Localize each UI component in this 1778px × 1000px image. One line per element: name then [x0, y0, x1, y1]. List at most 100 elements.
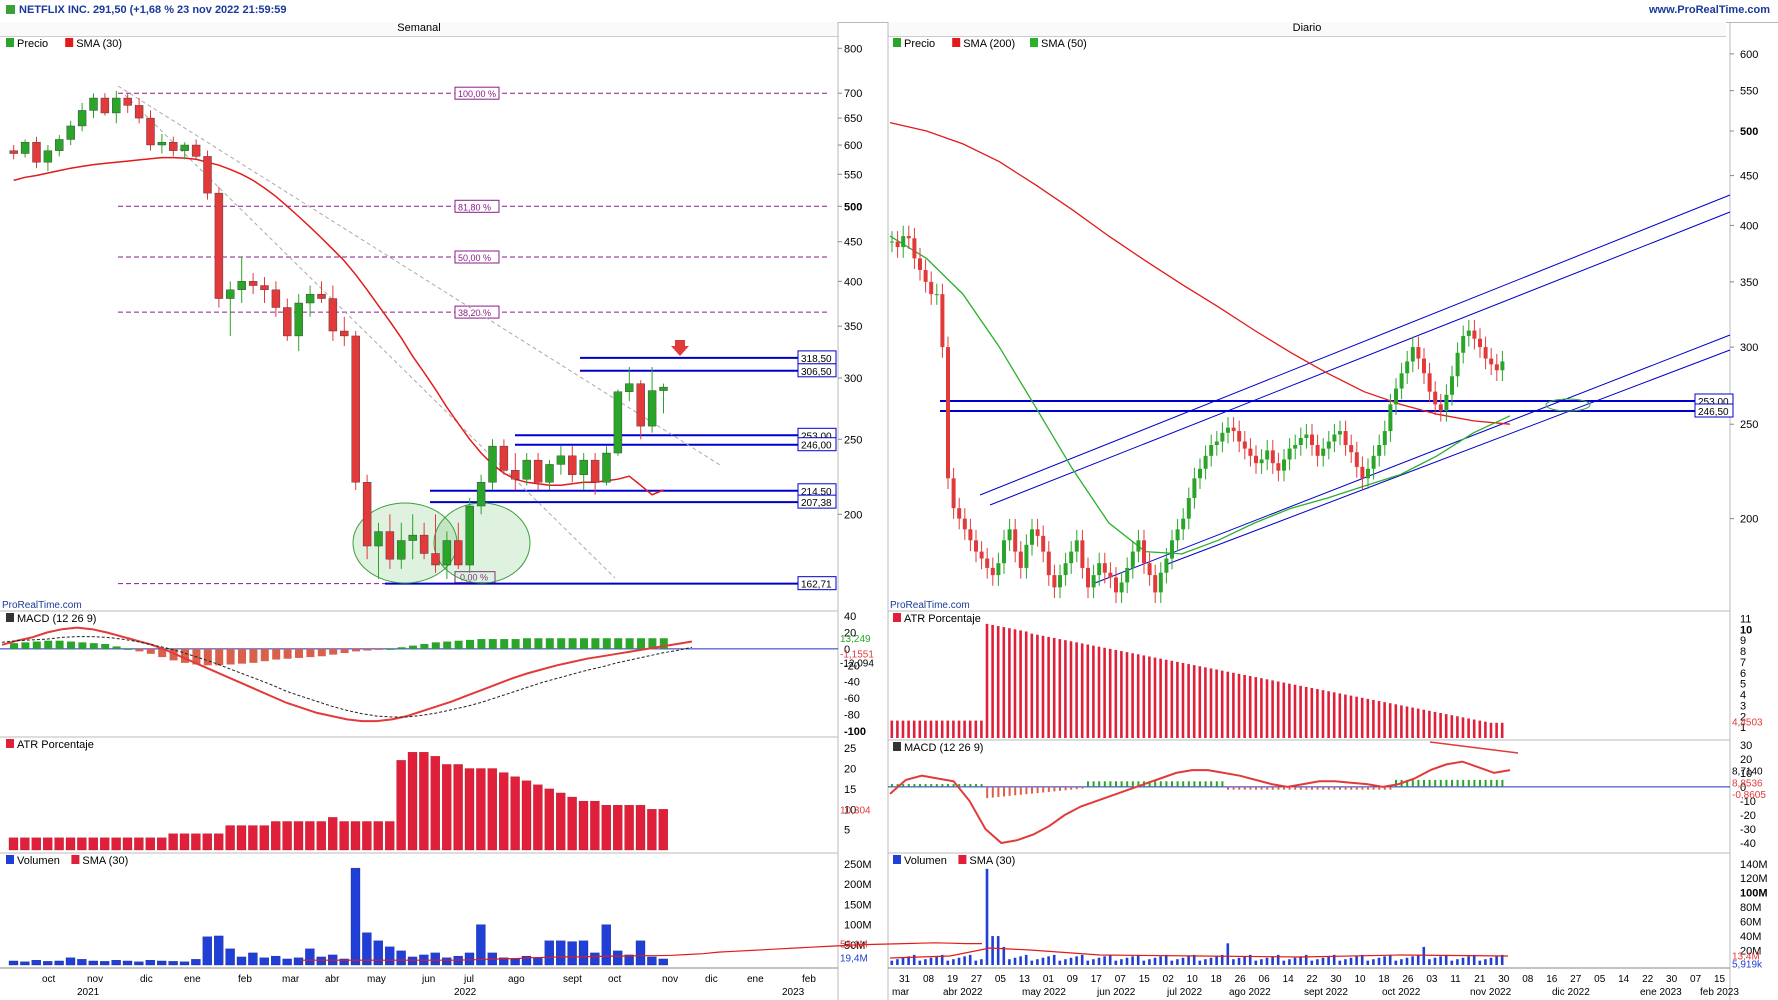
- macd-hist-bar: [919, 784, 921, 787]
- candle-body: [77, 110, 87, 127]
- candle-body: [317, 293, 326, 299]
- macd-hist-bar: [1299, 786, 1302, 790]
- candle-body: [1338, 431, 1342, 435]
- macd-hist-bar: [1288, 786, 1291, 790]
- candle-body: [1130, 551, 1135, 568]
- right-macd-tick: 30: [1740, 740, 1752, 752]
- fib-label-box: [454, 305, 500, 319]
- candle-body: [1483, 347, 1488, 359]
- volume-bar: [1349, 957, 1353, 965]
- left-atr-panel: ATR Porcentaje 25 20 15 10 5 10,304: [6, 739, 871, 851]
- volume-bar: [214, 935, 224, 966]
- atr-bar: [259, 825, 269, 851]
- candle-body: [1242, 441, 1247, 449]
- atr-bar: [134, 837, 144, 851]
- macd-hist-bar: [67, 641, 75, 649]
- volume-bar: [1433, 957, 1437, 965]
- volume-bar: [442, 957, 452, 966]
- macd-hist-bar: [1367, 786, 1369, 790]
- volume-bar: [533, 957, 543, 966]
- left-legend-label: SMA (30): [76, 38, 122, 50]
- atr-bar: [521, 780, 532, 851]
- macd-hist-bar: [340, 648, 349, 653]
- price-level-box: [1694, 403, 1734, 418]
- divergence-line: [1429, 741, 1519, 754]
- atr-bar: [419, 752, 429, 851]
- macd-hist-bar: [443, 641, 452, 649]
- macd-value-label: 8,8536: [1732, 779, 1763, 790]
- right-x-month-label: may 2022: [1022, 987, 1066, 998]
- candle-body: [180, 144, 189, 151]
- macd-hist-bar: [1266, 786, 1269, 790]
- atr-bar: [8, 837, 19, 851]
- macd-hist-bar: [1456, 779, 1459, 787]
- macd-hist-bar: [1210, 781, 1213, 787]
- candle-body: [1304, 434, 1309, 438]
- site-link[interactable]: www.ProRealTime.com: [1648, 4, 1770, 16]
- atr-bar: [1372, 699, 1375, 738]
- left-x-label: may: [367, 974, 386, 985]
- macd-hist-bar: [1087, 781, 1089, 787]
- left-watermark: ProRealTime.com: [2, 600, 82, 611]
- atr-bar: [1416, 708, 1420, 738]
- atr-bar: [1170, 660, 1174, 738]
- volume-bar: [1388, 954, 1392, 965]
- right-macd-legend-swatch: [893, 742, 901, 751]
- macd-hist-bar: [329, 648, 338, 655]
- chart-icon: [6, 5, 15, 14]
- atr-bar: [1484, 721, 1487, 738]
- candle-body: [533, 459, 543, 483]
- macd-hist-bar: [1501, 779, 1504, 787]
- atr-bar: [991, 624, 994, 738]
- right-legend-swatch: [1030, 38, 1038, 47]
- right-x-day-label: 13: [1019, 974, 1031, 985]
- atr-bar: [1260, 678, 1263, 738]
- volume-bar: [1282, 960, 1286, 965]
- fib-label: 81,80 %: [458, 202, 491, 212]
- right-x-month-label: dic 2022: [1552, 987, 1590, 998]
- right-x-day-label: 17: [1091, 974, 1103, 985]
- macd-hist-bar: [1479, 779, 1481, 787]
- atr-bar: [1248, 676, 1252, 738]
- macd-hist-bar: [975, 784, 977, 787]
- macd-hist-bar: [1406, 779, 1409, 787]
- volume-bar: [396, 950, 406, 966]
- candle-body: [55, 139, 64, 151]
- right-vol-tick: 80M: [1740, 902, 1761, 914]
- candle-body: [1164, 558, 1169, 573]
- volume-bar: [1316, 959, 1319, 965]
- candle-body: [1326, 441, 1331, 449]
- atr-value-label: 10,304: [840, 805, 871, 816]
- left-y-tick-label: 350: [844, 321, 862, 333]
- left-macd-tick: -60: [844, 693, 860, 705]
- atr-bar: [1377, 701, 1381, 738]
- volume-bar: [1030, 960, 1034, 965]
- volume-bar: [1013, 957, 1017, 965]
- candle-body: [1399, 373, 1404, 389]
- atr-bar: [1243, 674, 1246, 738]
- macd-hist-bar: [637, 638, 645, 649]
- price-level-label: 214,50: [801, 487, 832, 498]
- channel-line: [1164, 349, 1731, 566]
- atr-bar: [157, 837, 167, 851]
- volume-bar: [647, 956, 657, 966]
- macd-hist-bar: [1098, 781, 1101, 787]
- macd-hist-bar: [1339, 786, 1341, 790]
- atr-bar: [1422, 709, 1426, 738]
- right-x-day-label: 02: [1163, 974, 1175, 985]
- atr-bar: [1047, 636, 1050, 738]
- right-y-tick-label: 550: [1740, 86, 1758, 98]
- volume-bar: [1439, 956, 1442, 965]
- right-x-day-label: 27: [1570, 974, 1582, 985]
- candle-body: [579, 459, 588, 475]
- atr-bar: [1355, 696, 1358, 738]
- macd-hist-bar: [89, 643, 98, 649]
- macd-hist-bar: [466, 639, 474, 649]
- candle-body: [979, 551, 984, 559]
- volume-bar: [1198, 960, 1202, 965]
- right-vol-tick: 140M: [1740, 859, 1768, 871]
- volume-bar: [1377, 957, 1381, 965]
- macd-hist-bar: [1047, 786, 1050, 792]
- candle-body: [906, 236, 911, 239]
- right-legend-swatch: [893, 38, 901, 47]
